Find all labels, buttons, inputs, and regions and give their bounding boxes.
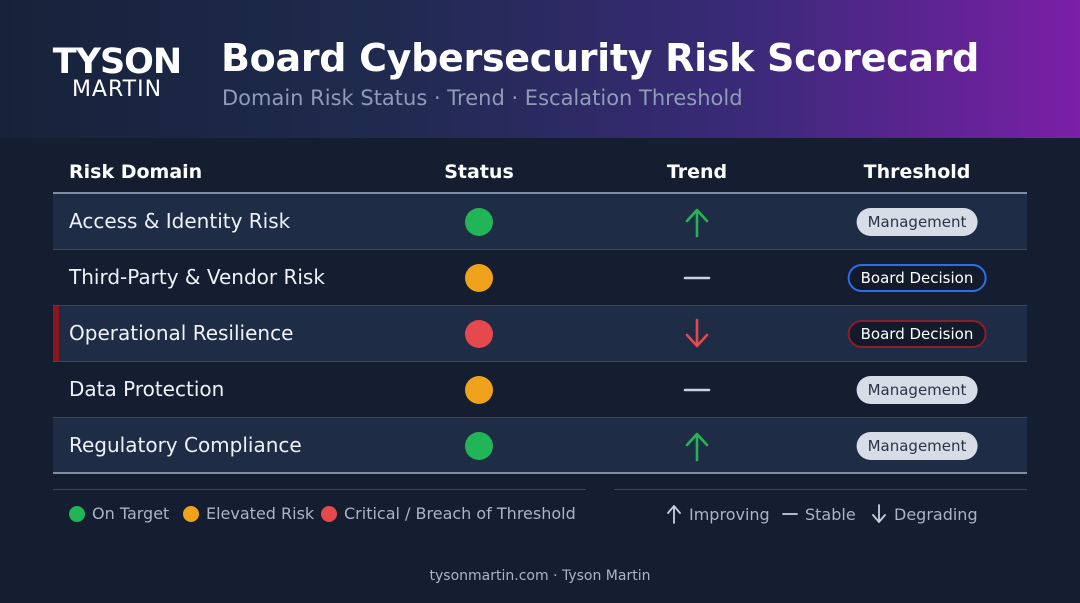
footer-credit: tysonmartin.com · Tyson Martin <box>429 568 651 584</box>
legend-label: Improving <box>689 504 770 524</box>
green-dot-icon <box>69 505 85 522</box>
header-banner: TYSON MARTIN Board Cybersecurity Risk Sc… <box>0 0 1080 138</box>
orange-dot-icon <box>183 505 199 522</box>
legend-divider <box>53 489 586 490</box>
logo-top-text: TYSON <box>52 42 182 82</box>
status-indicator-critical <box>465 320 493 348</box>
threshold-badge: Board Decision <box>847 264 987 292</box>
legend-elevated: Elevated Risk <box>183 504 314 523</box>
risk-domain-label: Regulatory Compliance <box>69 433 302 457</box>
arrow-down-icon <box>685 318 709 348</box>
status-indicator-on-target <box>465 208 493 236</box>
dash-icon <box>782 513 798 515</box>
column-header-domain: Risk Domain <box>69 161 203 183</box>
page-title: Board Cybersecurity Risk Scorecard <box>221 36 979 80</box>
arrow-down-icon <box>872 504 886 523</box>
threshold-badge: Board Decision <box>847 320 987 348</box>
legend-label: Critical / Breach of Threshold <box>344 504 576 523</box>
table-row: Data Protection Management <box>53 362 1027 418</box>
dash-icon <box>683 276 711 280</box>
legend-label: Stable <box>805 504 856 524</box>
red-dot-icon <box>321 505 337 522</box>
table-row: Operational Resilience Board Decision <box>53 306 1027 362</box>
column-header-threshold: Threshold <box>863 161 971 183</box>
table-header: Risk Domain Status Trend Threshold <box>53 152 1027 194</box>
table-row: Regulatory Compliance Management <box>53 418 1027 474</box>
status-indicator-on-target <box>465 432 493 460</box>
risk-domain-label: Third-Party & Vendor Risk <box>69 265 325 289</box>
legend-stable: Stable <box>781 504 856 524</box>
dash-icon <box>683 388 711 392</box>
table-row: Access & Identity Risk Management <box>53 194 1027 250</box>
column-header-trend: Trend <box>666 161 728 183</box>
legend-on-target: On Target <box>69 504 169 523</box>
arrow-up-icon <box>667 505 681 524</box>
risk-domain-label: Data Protection <box>69 377 225 401</box>
logo-bottom-text: MARTIN <box>71 77 163 102</box>
page-subtitle: Domain Risk Status · Trend · Escalation … <box>222 86 743 110</box>
threshold-badge: Management <box>856 376 978 404</box>
legend-critical: Critical / Breach of Threshold <box>321 504 576 523</box>
table-row: Third-Party & Vendor Risk Board Decision <box>53 250 1027 306</box>
legend-improving: Improving <box>665 504 770 524</box>
arrow-up-icon <box>685 208 709 238</box>
legend-label: Degrading <box>894 504 978 524</box>
risk-domain-label: Access & Identity Risk <box>69 209 291 233</box>
logo: TYSON MARTIN <box>52 42 182 102</box>
threshold-badge: Management <box>856 432 978 460</box>
threshold-badge: Management <box>856 208 978 236</box>
legend-label: On Target <box>92 504 170 523</box>
status-indicator-elevated <box>465 376 493 404</box>
scorecard-table: Risk Domain Status Trend Threshold Acces… <box>53 152 1027 474</box>
arrow-up-icon <box>685 432 709 462</box>
status-indicator-elevated <box>465 264 493 292</box>
legend-divider <box>614 489 1027 490</box>
risk-domain-label: Operational Resilience <box>69 321 294 345</box>
legend-label: Elevated Risk <box>206 504 315 523</box>
legend-degrading: Degrading <box>870 504 978 524</box>
column-header-status: Status <box>444 161 514 183</box>
